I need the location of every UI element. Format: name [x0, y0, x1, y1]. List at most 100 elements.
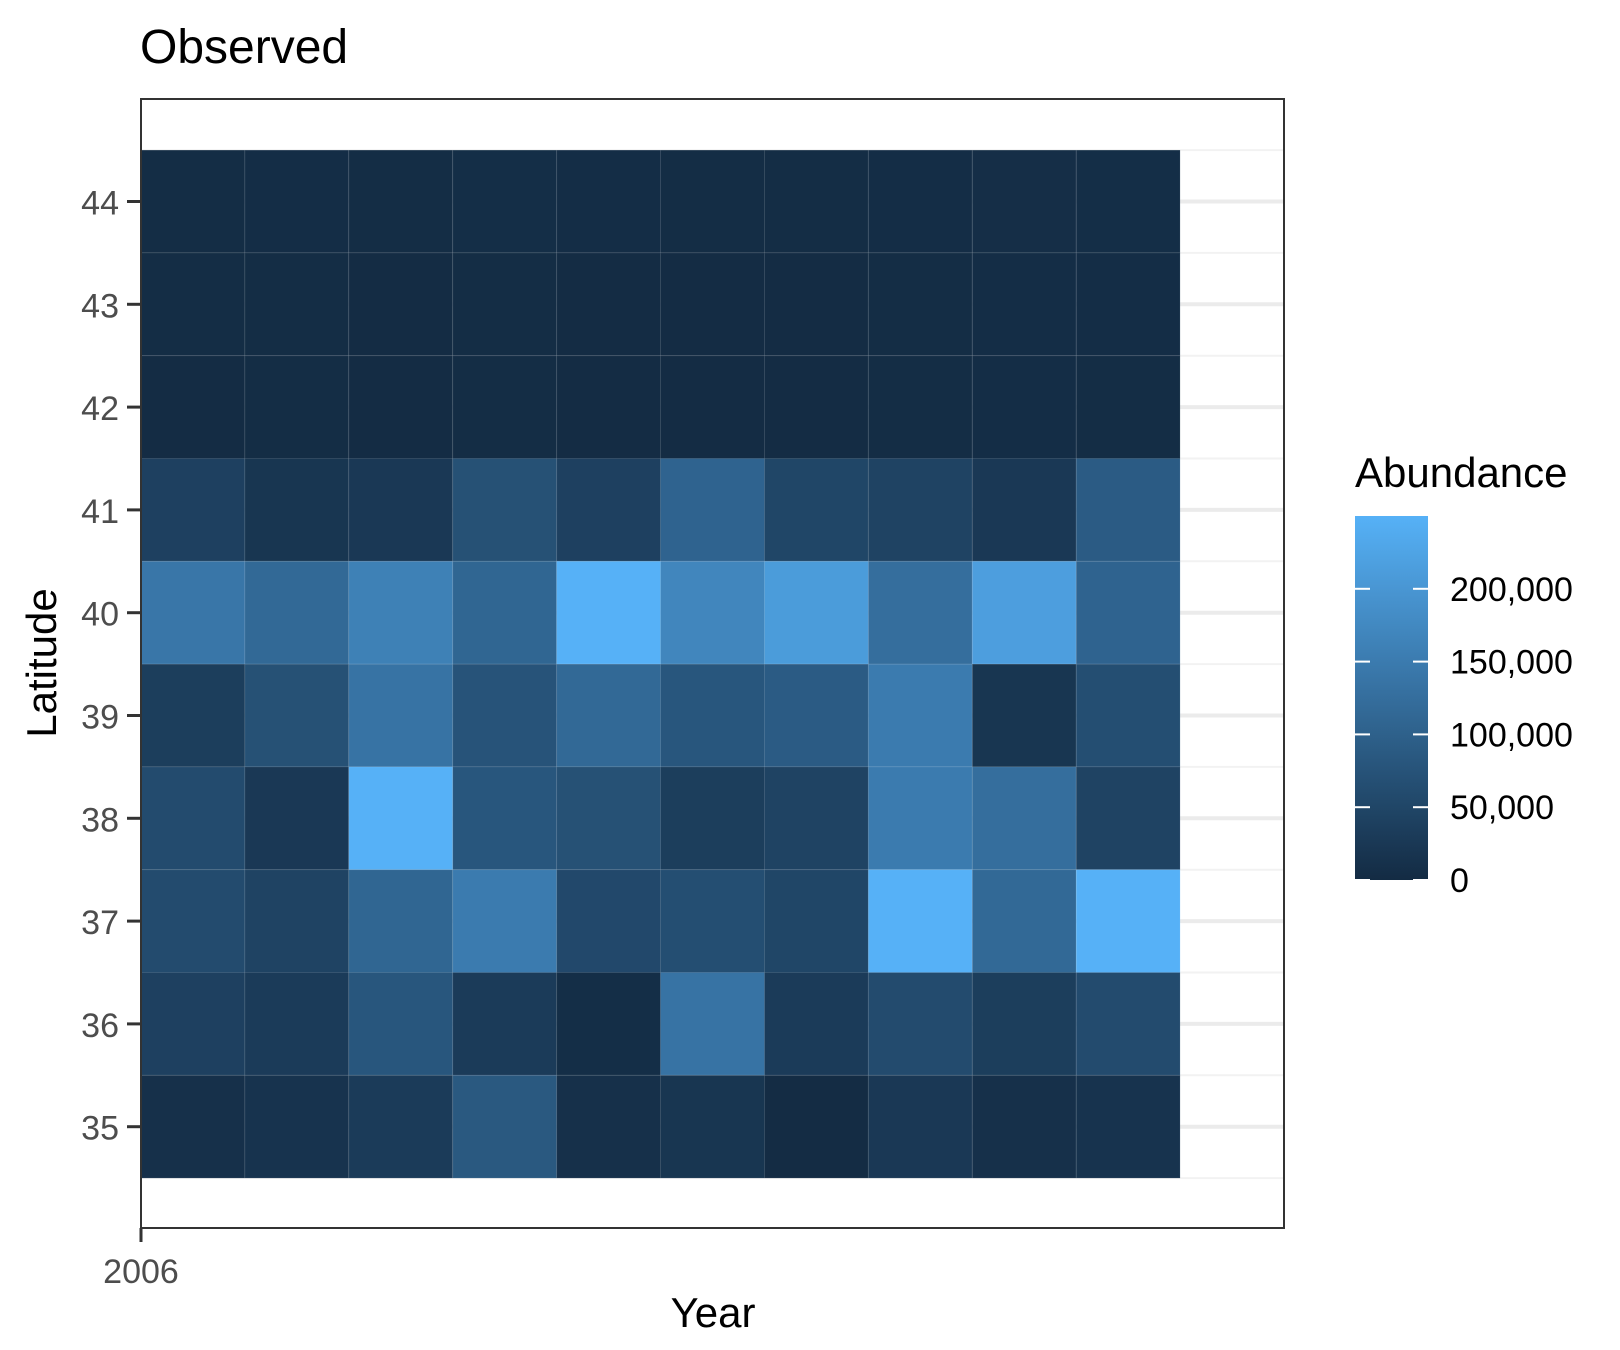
heatmap-tile [140, 972, 246, 1076]
heatmap-tile [556, 355, 662, 460]
heatmap-tile [763, 149, 869, 254]
heatmap-tile [452, 458, 558, 562]
heatmap-tile [971, 972, 1077, 1076]
heatmap-tile [140, 355, 246, 460]
y-tick-label: 40 [81, 596, 119, 634]
heatmap-tile [452, 560, 558, 665]
heatmap-tile [140, 458, 246, 562]
heatmap-tile [452, 766, 558, 871]
x-axis-label: Year [671, 1289, 756, 1336]
heatmap-tile [971, 869, 1077, 974]
heatmap-tile [1075, 355, 1181, 460]
x-axis: 2006 [103, 1228, 179, 1291]
y-tick-label: 44 [81, 185, 119, 223]
heatmap-tile [1075, 458, 1181, 562]
heatmap-tile [140, 1074, 246, 1179]
plot-panel [140, 98, 1285, 1229]
heatmap-tile [867, 458, 973, 562]
heatmap-tile [140, 560, 246, 665]
y-axis-label: Latitude [18, 588, 65, 737]
y-tick-label: 36 [81, 1007, 119, 1045]
heatmap-tile [971, 149, 1077, 254]
heatmap-tile [348, 1074, 454, 1179]
y-tick-label: 37 [81, 904, 119, 942]
heatmap-tile [763, 355, 869, 460]
heatmap-tile [867, 766, 973, 871]
heatmap-tiles [140, 149, 1181, 1179]
heatmap-tile [1075, 560, 1181, 665]
heatmap-tile [971, 458, 1077, 562]
heatmap-tile [1075, 149, 1181, 254]
heatmap-tile [763, 252, 869, 357]
x-tick-label: 2006 [103, 1253, 179, 1291]
y-tick-label: 42 [81, 390, 119, 428]
legend-title: Abundance [1355, 449, 1568, 496]
heatmap-tile [348, 972, 454, 1076]
heatmap-tile [452, 972, 558, 1076]
heatmap-tile [556, 1074, 662, 1179]
heatmap-tile [556, 972, 662, 1076]
heatmap-tile [971, 355, 1077, 460]
legend-break-label: 100,000 [1450, 716, 1573, 754]
heatmap-tile [660, 869, 765, 974]
heatmap-tile [140, 252, 246, 357]
heatmap-tile [244, 869, 350, 974]
heatmap-tile [140, 766, 246, 871]
heatmap-tile [244, 663, 350, 768]
y-tick-label: 39 [81, 699, 119, 737]
heatmap-tile [348, 149, 454, 254]
heatmap-tile [971, 766, 1077, 871]
heatmap-tile [348, 252, 454, 357]
legend-colorbar [1355, 516, 1428, 880]
heatmap-tile [452, 149, 558, 254]
heatmap-tile [1075, 869, 1181, 974]
heatmap-tile [1075, 663, 1181, 768]
heatmap-tile [763, 972, 869, 1076]
heatmap-tile [660, 149, 765, 254]
heatmap-tile [348, 458, 454, 562]
heatmap-tile [348, 766, 454, 871]
heatmap-tile [348, 869, 454, 974]
heatmap-tile [452, 663, 558, 768]
heatmap-tile [244, 252, 350, 357]
legend-break-label: 50,000 [1450, 789, 1554, 827]
heatmap-tile [867, 972, 973, 1076]
heatmap-tile [1075, 1074, 1181, 1179]
legend-break-label: 200,000 [1450, 571, 1573, 609]
y-axis: 44 43 42 41 40 39 38 37 36 35 [81, 185, 141, 1148]
heatmap-tile [763, 560, 869, 665]
heatmap-tile [348, 663, 454, 768]
heatmap-tile [1075, 972, 1181, 1076]
heatmap-tile [348, 355, 454, 460]
heatmap-tile [660, 458, 765, 562]
heatmap-tile [1075, 766, 1181, 871]
heatmap-tile [971, 1074, 1077, 1179]
heatmap-tile [244, 766, 350, 871]
heatmap-tile [556, 560, 662, 665]
heatmap-tile [971, 560, 1077, 665]
heatmap-tile [244, 458, 350, 562]
heatmap-tile [556, 663, 662, 768]
panel-border [140, 98, 1285, 1229]
heatmap-tile [660, 766, 765, 871]
chart-title: Observed [140, 21, 348, 74]
heatmap-tile [244, 149, 350, 254]
heatmap-tile [556, 458, 662, 562]
heatmap-tile [452, 252, 558, 357]
y-tick-label: 35 [81, 1110, 119, 1148]
heatmap-tile [140, 869, 246, 974]
heatmap-tile [244, 1074, 350, 1179]
heatmap-tile [140, 149, 246, 254]
heatmap-tile [660, 252, 765, 357]
heatmap-tile [244, 560, 350, 665]
color-legend: Abundance 0 50,000 100,000 150,000 200,000 [1355, 449, 1573, 900]
heatmap-tile [867, 355, 973, 460]
heatmap-tile [763, 458, 869, 562]
heatmap-tile [348, 560, 454, 665]
legend-break-label: 150,000 [1450, 644, 1573, 682]
heatmap-tile [763, 766, 869, 871]
heatmap-tile [660, 663, 765, 768]
heatmap-tile [660, 1074, 765, 1179]
heatmap-tile [763, 1074, 869, 1179]
heatmap-tile [867, 869, 973, 974]
